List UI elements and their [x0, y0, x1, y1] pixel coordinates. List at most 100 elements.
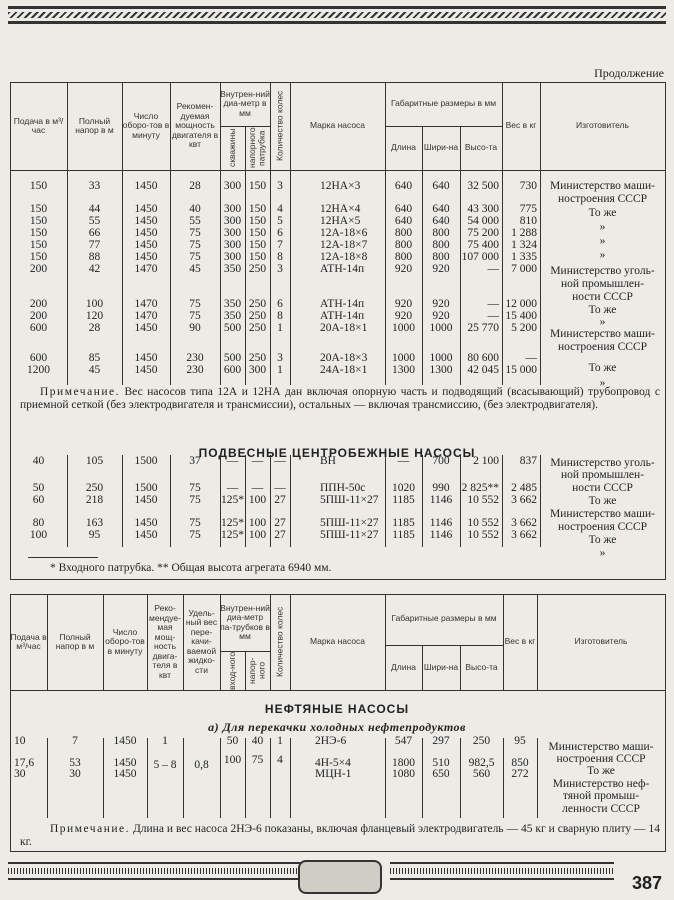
manufacturer-line: То же — [588, 207, 617, 219]
table-cell: 15 000 — [505, 364, 537, 376]
manufacturer-line: ной промышлен- — [560, 469, 645, 481]
table-cell: 75 — [251, 754, 264, 766]
table-cell: 10 — [14, 735, 26, 747]
column-rule — [502, 170, 503, 385]
column-rule — [147, 594, 148, 690]
table-cell: 300 — [223, 215, 242, 227]
section-title: НЕФТЯНЫЕ НАСОСЫ — [264, 702, 410, 716]
table-cell: 1450 — [134, 227, 158, 239]
column-rule — [270, 738, 271, 818]
table-cell: 5ПШ-11×27 — [320, 494, 379, 506]
table-cell: 30 — [69, 768, 81, 780]
column-rule — [170, 170, 171, 385]
manufacturer-line: ленности СССР — [562, 803, 640, 815]
table-cell: 800 — [432, 227, 450, 239]
table-cell: 75 — [189, 239, 201, 251]
table-cell: 100 — [248, 517, 267, 529]
top-decoration — [8, 21, 666, 24]
table-cell: 640 — [432, 215, 450, 227]
table-cell: 850 — [511, 757, 529, 769]
table-cell: 12А-18×8 — [320, 251, 368, 263]
table-cell: 40 — [251, 735, 264, 747]
table-cell: 640 — [394, 215, 413, 227]
column-rule — [220, 455, 221, 547]
column-header-width: Шири-на — [423, 142, 459, 153]
table-cell: 10 552 — [467, 517, 499, 529]
column-rule — [220, 594, 221, 690]
table-cell: 1470 — [134, 310, 158, 322]
table-cell: 547 — [394, 735, 413, 747]
header-divider — [10, 690, 665, 691]
manufacturer-line: То же — [588, 362, 617, 374]
table-cell: 6 — [277, 298, 283, 310]
table-cell: — — [274, 455, 286, 467]
table-cell: 730 — [519, 180, 537, 192]
table-cell: АТН-14п — [320, 298, 365, 310]
table-cell: 75 — [189, 251, 201, 263]
table-cell: 982,5 — [468, 757, 495, 769]
table-cell: 12А-18×6 — [320, 227, 368, 239]
column-rule — [122, 455, 123, 547]
table-cell: 125* — [221, 529, 244, 541]
table-cell: 7 — [277, 239, 283, 251]
column-rule — [290, 82, 291, 170]
table-cell: 40 — [32, 455, 45, 467]
table-cell: 230 — [186, 352, 204, 364]
table-cell: 50 — [32, 482, 45, 494]
table-cell: 650 — [432, 768, 450, 780]
column-rule — [460, 738, 461, 818]
column-rule — [67, 455, 68, 547]
table-cell: 510 — [432, 757, 450, 769]
table-cell: 32 500 — [467, 180, 499, 192]
column-header-flow: Подача в м³/час — [10, 631, 47, 651]
column-rule — [245, 738, 246, 818]
table-cell: 250 — [472, 735, 491, 747]
bottom-decoration — [390, 878, 614, 880]
table-cell: — — [226, 482, 239, 494]
table-cell: 12НА×5 — [320, 215, 361, 227]
table-cell: 5 – 8 — [153, 759, 177, 771]
table-cell: 150 — [29, 251, 48, 263]
table-cell: 42 — [88, 263, 101, 275]
column-rule — [422, 645, 423, 690]
table-cell: 1 288 — [511, 227, 537, 239]
table-cell: — — [274, 482, 286, 494]
column-rule — [385, 455, 386, 547]
column-rule — [503, 738, 504, 818]
table-cell: 1000 — [392, 322, 415, 334]
table-cell: 90 — [189, 322, 201, 334]
table-cell: 75 — [189, 298, 201, 310]
table-cell: 600 — [223, 364, 242, 376]
table-cell: 66 — [88, 227, 101, 239]
table-cell: 150 — [248, 203, 267, 215]
emblem-pump-icon — [298, 860, 382, 894]
table-cell: 120 — [85, 310, 104, 322]
table-cell: 1 — [277, 322, 283, 334]
column-header-diam-outlet: напорного патрубка — [247, 127, 267, 169]
table2-note: Примечание. Длина и вес насоса 2НЭ-6 пок… — [20, 823, 660, 849]
table-cell: 810 — [519, 215, 537, 227]
table-cell: 1 — [277, 735, 283, 747]
table-cell: 920 — [432, 263, 450, 275]
table-cell: 53 — [69, 757, 81, 769]
table-cell: 75 — [189, 227, 201, 239]
table1-note: Примечание. Вес насосов типа 12А и 12НА … — [20, 386, 660, 412]
column-rule — [67, 82, 68, 170]
table-cell: ВН — [320, 455, 336, 467]
table-cell: 100 — [85, 298, 104, 310]
table-cell: 30 — [14, 768, 26, 780]
table-cell: 24А-18×1 — [320, 364, 368, 376]
manufacturer-line: ностроения СССР — [557, 193, 648, 205]
table-cell: 250 — [248, 298, 267, 310]
section-title: ПОДВЕСНЫЕ ЦЕНТРОБЕЖНЫЕ НАСОСЫ — [198, 446, 476, 460]
column-header-weight: Вес в кг — [504, 636, 536, 647]
column-rule — [220, 82, 221, 170]
table-cell: 150 — [248, 180, 267, 192]
table-cell: 300 — [223, 239, 242, 251]
column-rule — [170, 82, 171, 170]
table-cell: 75 — [189, 529, 201, 541]
column-header-diam-inlet: вход-ного — [226, 651, 237, 690]
column-header-rpm: Число оборо-тов в минуту — [105, 626, 145, 656]
table-cell: 920 — [394, 263, 413, 275]
